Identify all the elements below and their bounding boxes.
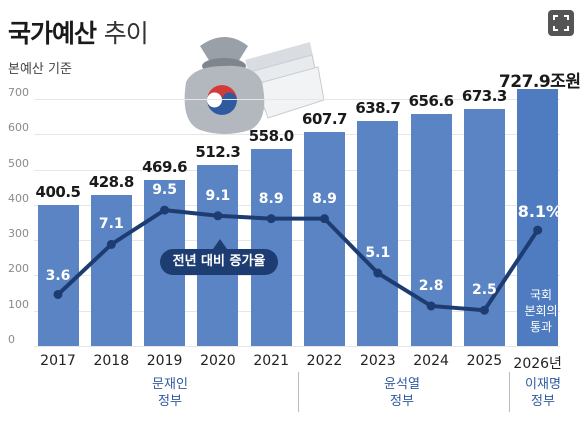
- gov-divider: [298, 372, 299, 412]
- bar-value-label: 512.3: [195, 143, 241, 162]
- growth-rate-label: 9.1: [205, 187, 231, 204]
- bar: [463, 108, 505, 346]
- x-tick-label: 2023: [359, 353, 396, 369]
- bar-value-label: 727.9조원: [498, 72, 580, 93]
- gridline: [34, 169, 560, 171]
- growth-rate-label: 2.8: [418, 277, 444, 294]
- title-bold: 국가예산: [8, 19, 97, 48]
- y-tick-label: 300: [8, 227, 29, 241]
- gov-suffix: 정부: [531, 394, 555, 409]
- bar: [304, 131, 345, 346]
- money-bag-icon: [184, 37, 265, 134]
- x-tick-label: 2019: [146, 353, 183, 369]
- bar-value-label: 469.6: [142, 158, 188, 177]
- x-tick-label: 2022: [306, 353, 343, 369]
- gridline: [34, 134, 560, 136]
- x-tick-label: 2024: [413, 353, 449, 369]
- growth-rate-label: 5.1: [365, 245, 391, 262]
- x-tick-label: 2018: [93, 353, 130, 369]
- chart-subtitle: 본예산 기준: [8, 62, 72, 77]
- gov-name: 문재인: [152, 377, 188, 392]
- x-tick-label: 2021: [253, 353, 289, 369]
- bar-value-label: 638.7: [355, 98, 401, 117]
- growth-rate-label: 8.9: [258, 190, 284, 207]
- bar-value-label: 656.6: [408, 92, 454, 111]
- gridline: [34, 346, 560, 347]
- x-tick-label: 2017: [40, 353, 76, 369]
- gov-suffix: 정부: [390, 394, 414, 409]
- y-tick-label: 600: [8, 121, 29, 135]
- y-tick-label: 500: [8, 156, 29, 170]
- gov-name: 윤석열: [384, 377, 420, 392]
- x-tick-label: 2020: [200, 353, 236, 369]
- bar: [250, 149, 292, 346]
- expand-button[interactable]: [548, 10, 574, 36]
- gov-label-lee: 이재명 정부: [515, 376, 571, 410]
- y-tick-label: 100: [8, 297, 29, 311]
- growth-rate-legend: 전년 대비 증가율: [160, 249, 278, 275]
- gov-suffix: 정부: [158, 394, 182, 409]
- bar-value-label: 607.7: [302, 109, 347, 128]
- pill-pointer: [213, 239, 227, 249]
- x-tick-label: 2026년: [513, 356, 562, 372]
- gridline: [34, 99, 560, 101]
- chart-title: 국가예산 추이: [8, 14, 149, 50]
- growth-rate-label: 8.1%: [517, 202, 563, 222]
- gov-name: 이재명: [525, 377, 561, 392]
- growth-rate-label: 9.5: [152, 182, 177, 199]
- growth-rate-label: 8.9: [312, 190, 337, 207]
- y-tick-label: 0: [8, 333, 15, 346]
- y-tick-label: 400: [8, 191, 29, 205]
- bar-value-label: 400.5: [35, 182, 81, 201]
- expand-icon: [553, 15, 569, 31]
- cash-stack-icon: [245, 42, 325, 119]
- y-tick-label: 200: [8, 262, 29, 276]
- growth-rate-label: 3.6: [45, 268, 71, 285]
- y-tick-label: 700: [8, 86, 29, 100]
- growth-rate-label: 7.1: [98, 216, 124, 233]
- gov-label-moon: 문재인 정부: [140, 376, 200, 410]
- x-tick-label: 2025: [466, 353, 503, 369]
- bar-value-label: 428.8: [88, 172, 134, 191]
- bar-value-label: 558.0: [248, 127, 294, 146]
- title-light: 추이: [103, 19, 149, 48]
- bar-value-label: 673.3: [461, 86, 507, 105]
- gov-divider: [509, 372, 510, 412]
- gridline: [34, 204, 560, 206]
- assembly-note: 국회 본회의 통과: [524, 288, 558, 334]
- gov-label-yoon: 윤석열 정부: [372, 376, 432, 410]
- bar: [357, 120, 399, 346]
- growth-rate-label: 2.5: [471, 282, 497, 299]
- bar: [410, 114, 452, 346]
